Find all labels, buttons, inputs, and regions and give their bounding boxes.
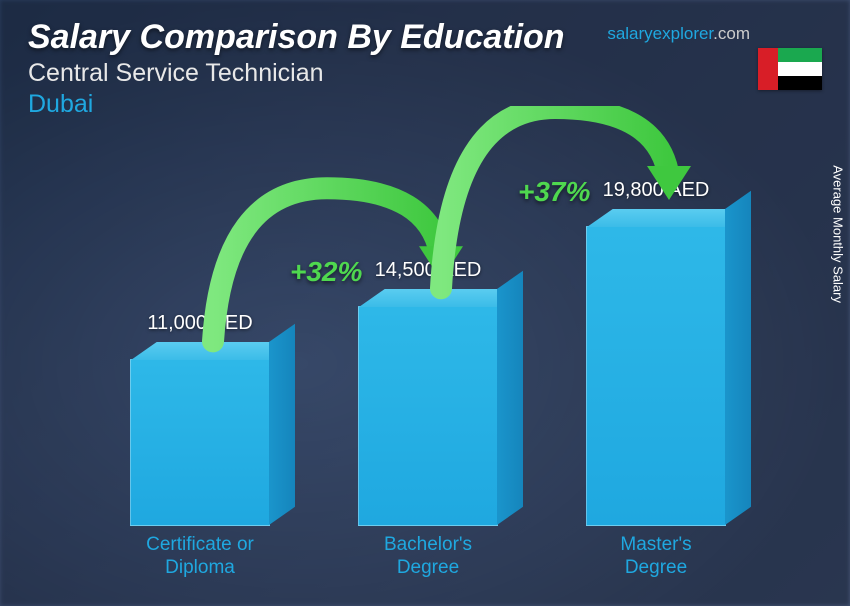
growth-percent-label: +37%	[518, 176, 590, 208]
bar-group: 19,800 AEDMaster'sDegree	[586, 226, 726, 526]
brand-label: salaryexplorer.com	[607, 24, 750, 44]
bar-value: 14,500 AED	[375, 259, 482, 282]
bar-value: 19,800 AED	[603, 179, 710, 202]
y-axis-label: Average Monthly Salary	[831, 165, 846, 303]
bar-label: Master'sDegree	[620, 534, 691, 580]
uae-flag-icon	[758, 48, 822, 90]
bar-group: 11,000 AEDCertificate orDiploma	[130, 359, 270, 526]
flag-bar-red	[758, 48, 778, 90]
bar-label: Certificate orDiploma	[146, 534, 254, 580]
bar: 14,500 AED	[358, 306, 498, 526]
bar: 11,000 AED	[130, 359, 270, 526]
bar-label: Bachelor'sDegree	[384, 534, 472, 580]
brand-suffix: .com	[713, 24, 750, 43]
bar-chart: 11,000 AEDCertificate orDiploma14,500 AE…	[90, 106, 790, 586]
bar-group: 14,500 AEDBachelor'sDegree	[358, 306, 498, 526]
brand-name: salaryexplorer	[607, 24, 713, 43]
bar: 19,800 AED	[586, 226, 726, 526]
bar-value: 11,000 AED	[147, 312, 252, 335]
growth-percent-label: +32%	[290, 256, 362, 288]
job-title: Central Service Technician	[28, 59, 822, 88]
